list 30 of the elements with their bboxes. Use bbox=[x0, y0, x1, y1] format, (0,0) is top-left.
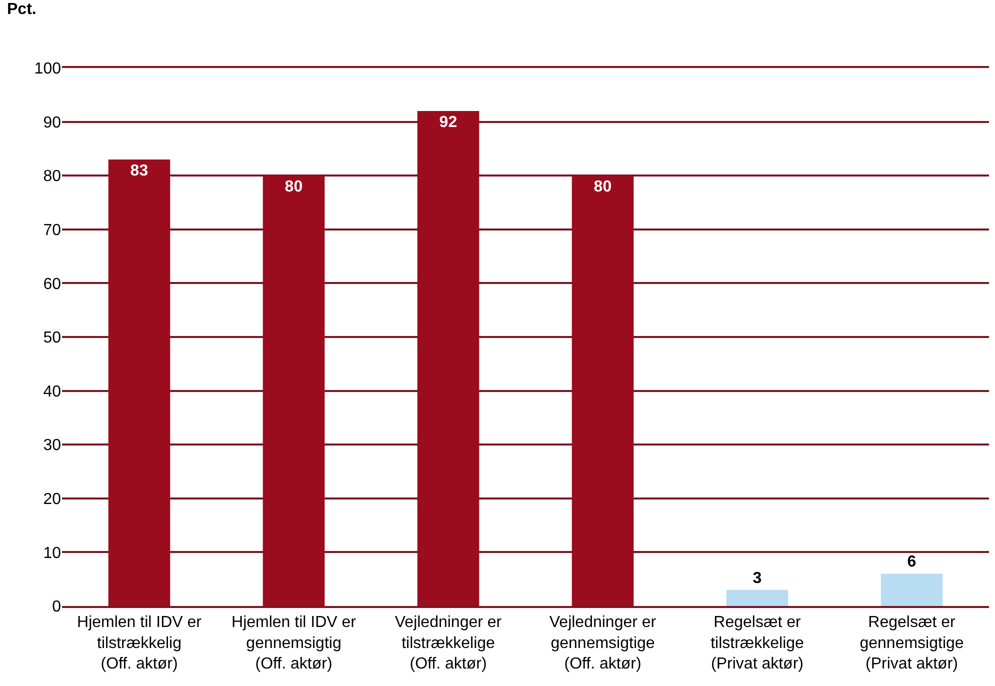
x-tick-label: Hjemlen til IDV er tilstrækkelig (Off. aktør) bbox=[77, 614, 202, 673]
data-label: 3 bbox=[752, 570, 762, 587]
x-tick-label: Vejledninger er gennemsigtige (Off. aktør) bbox=[549, 614, 657, 673]
y-tick-label: 80 bbox=[43, 168, 62, 186]
y-tick-label: 40 bbox=[43, 383, 62, 400]
data-label: 92 bbox=[439, 114, 458, 132]
bar bbox=[880, 574, 943, 606]
y-tick-label: 0 bbox=[52, 598, 62, 616]
data-label: 80 bbox=[284, 178, 303, 196]
x-tick-label: Vejledninger er tilstrækkelige (Off. aktør) bbox=[394, 614, 502, 673]
y-tick-label: 60 bbox=[43, 276, 62, 293]
data-label: 83 bbox=[130, 162, 148, 180]
bar bbox=[108, 159, 170, 606]
y-axis-title: Pct. bbox=[7, 1, 36, 18]
y-tick-label: 10 bbox=[43, 544, 62, 562]
x-tick-label: Regelsæt er tilstrækkelige (Privat aktør) bbox=[710, 614, 804, 673]
y-tick-label: 100 bbox=[34, 60, 62, 78]
bar bbox=[417, 111, 480, 606]
y-tick-label: 70 bbox=[43, 222, 62, 239]
x-tick-label: Regelsæt er gennemsigtige (Privat aktør) bbox=[860, 614, 964, 673]
y-tick-label: 50 bbox=[43, 330, 62, 347]
bar bbox=[572, 176, 634, 606]
y-tick-label: 90 bbox=[43, 114, 62, 132]
bar bbox=[262, 176, 325, 606]
data-label: 80 bbox=[594, 178, 612, 196]
bar bbox=[726, 590, 788, 606]
y-tick-label: 20 bbox=[43, 491, 62, 508]
y-tick-label: 30 bbox=[43, 437, 62, 454]
data-label: 6 bbox=[907, 554, 916, 571]
x-tick-label: Hjemlen til IDV er gennemsigtig (Off. aktør) bbox=[232, 614, 357, 673]
